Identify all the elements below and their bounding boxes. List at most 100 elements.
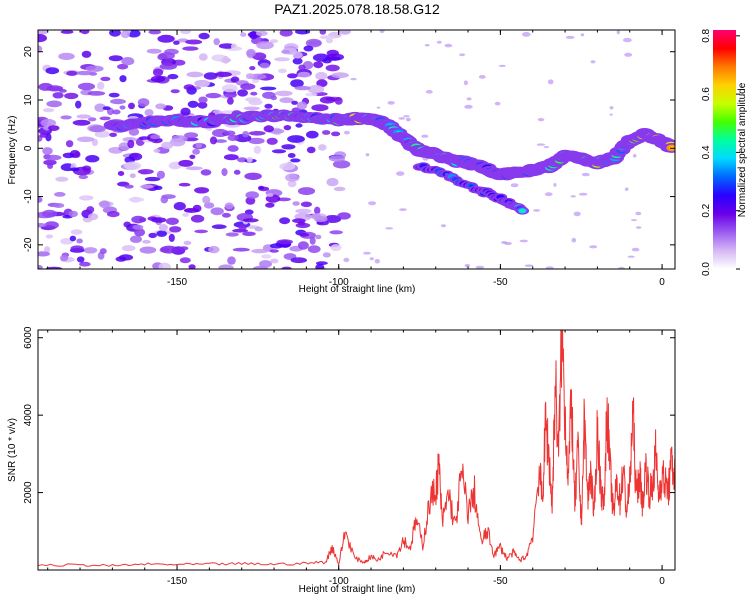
- spectrogram-noise-cell: [258, 185, 265, 190]
- spectrogram-noise-cell: [278, 68, 287, 74]
- spectrogram-noise-cell: [76, 238, 83, 244]
- spectrogram-noise-cell: [85, 155, 100, 163]
- spectrogram-noise-cell: [319, 35, 337, 40]
- spectrogram-noise-cell: [580, 33, 585, 37]
- spectrogram-noise-cell: [208, 245, 220, 254]
- spectrogram-noise-cell: [38, 34, 47, 43]
- spectrogram-noise-cell: [259, 260, 272, 268]
- colorbar-scale: [713, 30, 736, 269]
- spectrogram-noise-cell: [58, 52, 75, 61]
- spectrogram-noise-cell: [333, 186, 346, 192]
- spectrogram-noise-cell: [198, 96, 208, 104]
- spectrogram-noise-cell: [376, 106, 381, 109]
- spectrogram-noise-cell: [243, 106, 260, 111]
- spectrogram-noise-cell: [94, 130, 110, 138]
- spectrogram-noise-cell: [261, 254, 272, 259]
- spectrogram-noise-cell: [48, 125, 60, 131]
- spectrogram-noise-cell: [627, 255, 635, 258]
- spectrogram-noise-cell: [230, 76, 240, 83]
- x-tick-label: -50: [493, 277, 508, 288]
- spectrogram-noise-cell: [150, 75, 166, 83]
- spectrogram-noise-cell: [148, 30, 161, 35]
- spectrogram-noise-cell: [274, 90, 293, 97]
- spectrogram-noise-cell: [284, 43, 299, 51]
- spectrogram-noise-cell: [573, 211, 581, 217]
- spectrogram-noise-cell: [589, 245, 598, 249]
- spectrogram-noise-cell: [292, 201, 300, 206]
- spectrogram-noise-cell: [80, 30, 90, 35]
- spectrogram-noise-cell: [45, 234, 54, 239]
- spectrogram-noise-cell: [140, 184, 154, 189]
- spectrogram-noise-cell: [233, 169, 241, 175]
- spectrogram-noise-cell: [269, 249, 279, 253]
- spectrogram-noise-cell: [194, 229, 208, 234]
- spectrogram-noise-cell: [245, 73, 255, 80]
- spectrogram-noise-cell: [334, 97, 343, 105]
- spectrogram-noise-cell: [609, 113, 613, 116]
- spectrogram-noise-cell: [214, 71, 232, 77]
- y-tick-label: -20: [23, 237, 34, 252]
- spectrogram-noise-cell: [121, 245, 136, 252]
- spectrogram-noise-cell: [244, 172, 262, 180]
- spectrogram-noise-cell: [186, 71, 204, 78]
- spectrogram-noise-cell: [123, 161, 142, 171]
- spectrogram-noise-cell: [205, 92, 222, 99]
- spectrogram-noise-cell: [251, 248, 269, 254]
- spectrogram-noise-cell: [581, 172, 590, 177]
- spectrogram-noise-cell: [314, 206, 321, 215]
- spectrogram-noise-cell: [630, 219, 638, 222]
- spectrogram-noise-cell: [185, 39, 203, 45]
- spectrogram-noise-cell: [160, 195, 169, 204]
- spectrogram-noise-cell: [46, 100, 62, 108]
- spectrogram-noise-cell: [227, 134, 239, 141]
- spectrogram-noise-cell: [38, 223, 47, 228]
- spectrogram-noise-cell: [248, 137, 265, 145]
- spectrogram-noise-cell: [223, 154, 239, 161]
- spectrogram-noise-cell: [45, 266, 63, 269]
- spectrogram-noise-cell: [192, 148, 201, 155]
- spectrogram-noise-cell: [253, 145, 262, 154]
- spectrogram-noise-cell: [624, 187, 629, 191]
- spectrogram-noise-cell: [137, 169, 154, 175]
- y-tick-label: 10: [23, 94, 34, 106]
- spectrogram-noise-cell: [316, 79, 328, 88]
- spectrogram-noise-cell: [198, 32, 210, 40]
- spectrogram-noise-cell: [124, 184, 134, 189]
- spectrogram-noise-cell: [117, 171, 125, 176]
- spectrogram-noise-cell: [290, 158, 301, 163]
- spectrogram-noise-cell: [263, 125, 274, 133]
- spectrogram-noise-cell: [69, 167, 80, 172]
- snr-frame: [37, 329, 676, 571]
- spectrogram-noise-cell: [632, 154, 637, 158]
- spectrogram-noise-cell: [190, 214, 205, 223]
- spectrogram-background: [38, 30, 675, 269]
- spectrogram-noise-cell: [224, 130, 236, 136]
- x-tick-label: -100: [329, 576, 349, 587]
- spectrogram-noise-cell: [292, 218, 306, 223]
- spectrogram-noise-cell: [108, 92, 120, 98]
- spectrogram-noise-cell: [154, 185, 163, 190]
- spectrogram-noise-cell: [142, 239, 151, 244]
- spectrogram-noise-cell: [463, 80, 468, 86]
- spectrogram-noise-cell: [306, 130, 319, 139]
- spectrogram-noise-cell: [43, 159, 57, 166]
- spectrogram-noise-cell: [299, 232, 310, 237]
- spectrogram-noise-cell: [326, 177, 339, 187]
- spectrogram-noise-cell: [224, 92, 237, 98]
- spectrogram-noise-cell: [224, 202, 234, 210]
- spectrogram-noise-cell: [311, 104, 329, 112]
- spectrogram-noise-cell: [178, 159, 194, 167]
- spectrogram-noise-cell: [274, 57, 290, 62]
- spectrogram-noise-cell: [328, 155, 346, 162]
- spectrogram-noise-cell: [221, 212, 231, 218]
- spectrogram-noise-cell: [242, 218, 259, 223]
- spectrogram-noise-cell: [72, 119, 91, 126]
- spectrogram-noise-cell: [184, 132, 199, 139]
- spectrogram-noise-cell: [107, 211, 120, 218]
- colorbar-tick-label: 0.8: [701, 28, 712, 42]
- spectrogram-noise-cell: [522, 32, 531, 37]
- spectrogram-y-axis-label: Frequency (Hz): [7, 116, 18, 185]
- spectrogram-noise-cell: [210, 207, 224, 216]
- spectrogram-noise-cell: [146, 48, 162, 54]
- spectrogram-noise-cell: [158, 262, 171, 269]
